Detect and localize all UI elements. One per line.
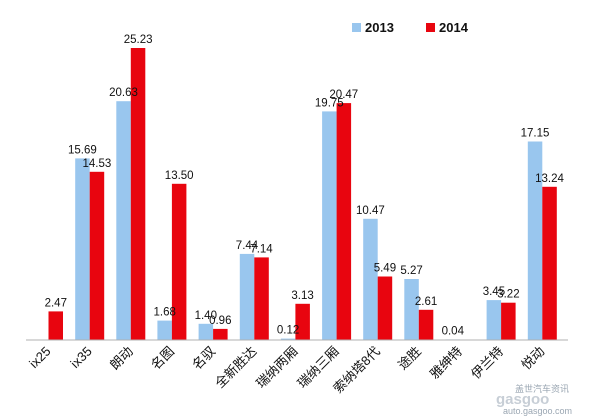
value-label-2013-6: 0.12	[277, 325, 299, 337]
bar-2013-11	[486, 300, 502, 340]
bar-2014-0	[48, 311, 63, 340]
value-label-2013-1: 15.69	[68, 144, 97, 156]
bar-2014-12	[542, 186, 557, 340]
legend-swatch-2014	[426, 23, 435, 32]
category-label-5: 全新胜达	[212, 344, 259, 391]
value-label-2013-11: 3.45	[483, 286, 505, 298]
value-label-2014-12: 13.24	[535, 173, 564, 185]
value-label-2013-7: 19.75	[315, 97, 344, 109]
bar-2013-9	[404, 279, 419, 340]
category-label-10: 雅绅特	[427, 344, 465, 382]
bar-2014-7	[336, 103, 352, 340]
bar-2013-1	[75, 158, 90, 340]
bar-2013-6	[280, 338, 296, 340]
value-label-2014-3: 13.50	[165, 170, 194, 182]
bar-2014-6	[295, 303, 310, 340]
category-label-11: 伊兰特	[468, 344, 506, 382]
category-label-0: ix25	[26, 344, 53, 371]
bar-2014-4	[213, 328, 228, 340]
bar-2013-7	[322, 111, 337, 341]
value-label-2014-8: 5.49	[374, 263, 396, 275]
bar-2013-3	[157, 320, 172, 340]
value-label-2013-5: 7.44	[236, 240, 259, 252]
value-label-2014-5: 7.14	[250, 243, 273, 255]
value-label-2014-1: 14.53	[83, 158, 112, 170]
bar-2013-12	[527, 141, 543, 340]
watermark-url: auto.gasgoo.com	[503, 406, 572, 416]
legend-swatch-2013	[352, 23, 361, 32]
legend-label-2014: 2014	[439, 20, 469, 35]
value-label-2013-8: 10.47	[356, 205, 385, 217]
value-label-2014-4: 0.96	[209, 315, 231, 327]
value-label-2014-6: 3.13	[291, 290, 313, 302]
value-label-2013-4: 1.40	[195, 310, 217, 322]
bar-2014-11	[501, 302, 516, 340]
value-label-2014-9: 2.61	[415, 296, 437, 308]
bar-2014-5	[254, 257, 269, 340]
value-label-2014-7: 20.47	[329, 89, 358, 101]
bar-2013-2	[116, 101, 131, 340]
category-labels-layer: ix25 ix35 朗动 名图 名驭全新胜达瑞纳两厢瑞纳三厢索纳塔8代 途胜 雅绅特 伊兰特悦…	[26, 344, 547, 396]
bar-2014-1	[89, 171, 105, 340]
bar-2013-4	[198, 323, 214, 340]
bar-2014-2	[130, 48, 146, 340]
category-label-1: ix35	[67, 344, 94, 371]
value-label-2014-11: 3.22	[497, 289, 519, 301]
bar-2013-5	[239, 253, 255, 340]
category-label-3: 名图	[148, 344, 177, 373]
category-label-2: 朗动	[107, 344, 136, 373]
category-label-12: 悦动	[518, 344, 547, 373]
category-label-4: 名驭	[189, 344, 218, 373]
value-label-2013-12: 17.15	[521, 128, 550, 140]
bar-2014-8	[377, 276, 393, 340]
bar-2014-3	[171, 183, 187, 340]
legend: 2013 2014	[352, 20, 469, 35]
bar-2013-8	[363, 218, 378, 340]
value-label-2013-3: 1.68	[154, 307, 176, 319]
category-label-6: 瑞纳两厢	[253, 344, 300, 391]
value-label-2014-0: 2.47	[45, 297, 67, 309]
value-label-2014-2: 25.23	[124, 34, 153, 46]
value-label-2013-9: 5.27	[400, 265, 422, 277]
bar-2014-9	[418, 309, 434, 340]
bars-layer	[48, 48, 557, 341]
watermark: 盖世汽车资讯 gasgoo auto.gasgoo.com	[496, 383, 572, 416]
watermark-logo: gasgoo	[496, 391, 549, 408]
legend-label-2013: 2013	[365, 20, 394, 35]
value-labels-layer: 2.47 15.69 14.53 20.63 25.23 1.68 13.50 1.400.9…	[45, 34, 565, 337]
category-label-9: 途胜	[395, 344, 424, 373]
value-label-2013-10: 0.04	[442, 325, 465, 337]
watermark-site-cn: 盖世汽车资讯	[515, 383, 569, 394]
value-label-2013-2: 20.63	[109, 87, 138, 99]
